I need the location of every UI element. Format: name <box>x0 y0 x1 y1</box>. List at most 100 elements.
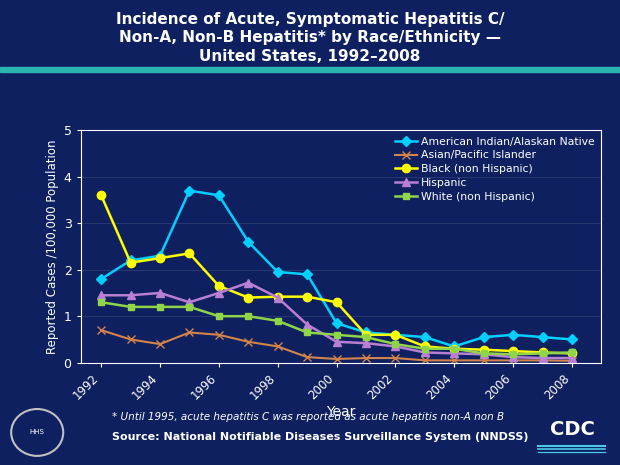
Black (non Hispanic) <box>215 283 223 289</box>
Black (non Hispanic) <box>539 350 546 355</box>
Hispanic <box>392 344 399 349</box>
Asian/Pacific Islander <box>186 330 193 335</box>
Asian/Pacific Islander <box>245 339 252 345</box>
Text: * Until 1995, acute hepatitis C was reported as acute hepatitis non-A non B: * Until 1995, acute hepatitis C was repo… <box>112 412 503 422</box>
American Indian/Alaskan Native <box>480 334 487 340</box>
Text: HHS: HHS <box>30 430 45 435</box>
Asian/Pacific Islander <box>274 344 281 349</box>
Hispanic <box>186 299 193 305</box>
Black (non Hispanic) <box>186 251 193 256</box>
White (non Hispanic) <box>303 330 311 335</box>
Hispanic <box>421 350 428 355</box>
Black (non Hispanic) <box>362 332 370 338</box>
White (non Hispanic) <box>451 346 458 352</box>
Text: Non-A, Non-B Hepatitis* by Race/Ethnicity —: Non-A, Non-B Hepatitis* by Race/Ethnicit… <box>119 30 501 45</box>
Asian/Pacific Islander <box>97 327 105 333</box>
American Indian/Alaskan Native <box>510 332 517 338</box>
Line: Hispanic: Hispanic <box>97 279 576 362</box>
American Indian/Alaskan Native <box>569 337 576 342</box>
American Indian/Alaskan Native <box>362 330 370 335</box>
Asian/Pacific Islander <box>569 358 576 364</box>
Hispanic <box>569 355 576 361</box>
Y-axis label: Reported Cases /100,000 Population: Reported Cases /100,000 Population <box>46 139 60 354</box>
Hispanic <box>451 351 458 356</box>
White (non Hispanic) <box>333 332 340 338</box>
Asian/Pacific Islander <box>451 358 458 363</box>
Hispanic <box>333 339 340 345</box>
Black (non Hispanic) <box>421 344 428 349</box>
Black (non Hispanic) <box>569 351 576 356</box>
Black (non Hispanic) <box>127 260 135 266</box>
American Indian/Alaskan Native <box>303 272 311 277</box>
White (non Hispanic) <box>245 313 252 319</box>
White (non Hispanic) <box>421 346 428 352</box>
White (non Hispanic) <box>569 350 576 355</box>
Black (non Hispanic) <box>333 299 340 305</box>
Hispanic <box>215 290 223 296</box>
Line: American Indian/Alaskan Native: American Indian/Alaskan Native <box>98 187 575 350</box>
Line: White (non Hispanic): White (non Hispanic) <box>98 299 575 358</box>
White (non Hispanic) <box>186 304 193 310</box>
X-axis label: Year: Year <box>326 405 356 419</box>
Hispanic <box>156 290 164 296</box>
Asian/Pacific Islander <box>303 354 311 360</box>
American Indian/Alaskan Native <box>97 276 105 282</box>
Asian/Pacific Islander <box>362 355 370 361</box>
Black (non Hispanic) <box>392 332 399 338</box>
White (non Hispanic) <box>127 304 135 310</box>
Asian/Pacific Islander <box>480 358 487 363</box>
American Indian/Alaskan Native <box>186 188 193 193</box>
American Indian/Alaskan Native <box>245 239 252 245</box>
Black (non Hispanic) <box>156 255 164 261</box>
Black (non Hispanic) <box>480 347 487 352</box>
Hispanic <box>97 292 105 298</box>
Text: Incidence of Acute, Symptomatic Hepatitis C/: Incidence of Acute, Symptomatic Hepatiti… <box>116 12 504 27</box>
American Indian/Alaskan Native <box>215 193 223 198</box>
White (non Hispanic) <box>480 351 487 356</box>
Text: Source: National Notifiable Diseases Surveillance System (NNDSS): Source: National Notifiable Diseases Sur… <box>112 432 528 442</box>
White (non Hispanic) <box>539 351 546 356</box>
White (non Hispanic) <box>274 318 281 324</box>
American Indian/Alaskan Native <box>156 253 164 259</box>
Black (non Hispanic) <box>274 294 281 299</box>
Hispanic <box>362 340 370 346</box>
American Indian/Alaskan Native <box>451 344 458 349</box>
Hispanic <box>539 355 546 361</box>
Text: CDC: CDC <box>549 420 595 439</box>
Asian/Pacific Islander <box>215 332 223 338</box>
Asian/Pacific Islander <box>421 358 428 363</box>
American Indian/Alaskan Native <box>274 269 281 275</box>
Asian/Pacific Islander <box>127 337 135 342</box>
Asian/Pacific Islander <box>539 358 546 363</box>
American Indian/Alaskan Native <box>539 334 546 340</box>
Asian/Pacific Islander <box>333 356 340 362</box>
Hispanic <box>245 280 252 286</box>
Asian/Pacific Islander <box>392 355 399 361</box>
White (non Hispanic) <box>392 341 399 347</box>
White (non Hispanic) <box>156 304 164 310</box>
White (non Hispanic) <box>215 313 223 319</box>
Black (non Hispanic) <box>97 193 105 198</box>
Hispanic <box>303 322 311 327</box>
Asian/Pacific Islander <box>156 341 164 347</box>
White (non Hispanic) <box>362 334 370 340</box>
White (non Hispanic) <box>97 299 105 305</box>
American Indian/Alaskan Native <box>127 258 135 263</box>
Hispanic <box>480 352 487 357</box>
Black (non Hispanic) <box>510 348 517 354</box>
Black (non Hispanic) <box>451 346 458 352</box>
Line: Black (non Hispanic): Black (non Hispanic) <box>97 191 576 358</box>
Text: United States, 1992–2008: United States, 1992–2008 <box>199 49 421 64</box>
Black (non Hispanic) <box>303 294 311 299</box>
White (non Hispanic) <box>510 352 517 357</box>
Line: Asian/Pacific Islander: Asian/Pacific Islander <box>97 326 576 365</box>
Hispanic <box>274 295 281 300</box>
Legend: American Indian/Alaskan Native, Asian/Pacific Islander, Black (non Hispanic), Hi: American Indian/Alaskan Native, Asian/Pa… <box>392 133 598 205</box>
Hispanic <box>510 354 517 360</box>
American Indian/Alaskan Native <box>333 320 340 326</box>
American Indian/Alaskan Native <box>392 332 399 338</box>
Black (non Hispanic) <box>245 295 252 300</box>
Hispanic <box>127 292 135 298</box>
Asian/Pacific Islander <box>510 358 517 363</box>
American Indian/Alaskan Native <box>421 334 428 340</box>
